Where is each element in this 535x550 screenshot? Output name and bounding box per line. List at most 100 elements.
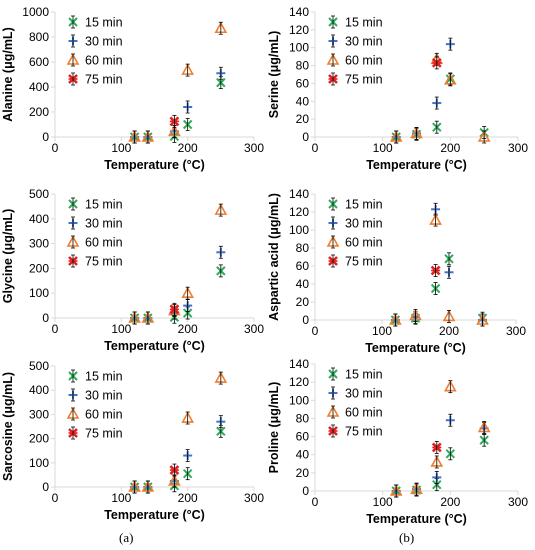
data-point-60-min xyxy=(168,474,181,488)
legend-label-75-min: 75 min xyxy=(85,427,123,441)
legend-marker-30-min xyxy=(68,34,78,48)
x-axis-label: Temperature (°C) xyxy=(104,339,205,353)
y-tick-label: 60 xyxy=(296,259,310,273)
data-point-60-min xyxy=(430,455,444,469)
x-tick-label: 100 xyxy=(373,141,393,155)
figure-label-b: (b) xyxy=(399,530,415,545)
x-tick-label: 200 xyxy=(440,495,460,509)
y-tick-label: 0 xyxy=(42,130,49,144)
legend-marker-30-min xyxy=(328,386,338,400)
chart-svg: 0 100 200 300 0 200 400 600 800 1000 Temperature (… xyxy=(1,5,264,172)
legend-label-15-min: 15 min xyxy=(345,198,383,212)
x-axis-label: Temperature (°C) xyxy=(366,158,467,172)
data-point-30-min xyxy=(183,299,193,313)
y-tick-label: 100 xyxy=(29,286,49,300)
legend-label-30-min: 30 min xyxy=(345,217,383,231)
glycine-chart: 0 100 200 300 0 100 200 300 400 500 Temperature (°… xyxy=(0,182,267,362)
legend-marker-30-min xyxy=(328,216,338,230)
data-point-60-min xyxy=(128,311,141,325)
data-point-60-min xyxy=(141,480,155,494)
legend-marker-15-min xyxy=(68,15,78,29)
y-tick-label: 0 xyxy=(42,480,49,494)
data-point-75-min xyxy=(169,114,180,128)
data-point-60-min xyxy=(443,380,457,394)
legend-marker-15-min xyxy=(328,367,338,381)
legend-label-15-min: 15 min xyxy=(345,16,383,30)
data-point-15-min xyxy=(445,447,456,461)
legend-marker-15-min xyxy=(328,197,338,211)
alanine-chart: 0 100 200 300 0 200 400 600 800 1000 Temperature (… xyxy=(0,0,267,180)
legend-marker-15-min xyxy=(68,197,78,211)
legend-marker-60-min xyxy=(326,53,340,67)
legend-marker-60-min xyxy=(66,407,80,421)
legend-marker-75-min xyxy=(328,72,338,86)
x-axis-label: Temperature (°C) xyxy=(366,512,467,526)
y-tick-label: 40 xyxy=(296,94,310,108)
y-tick-label: 0 xyxy=(302,130,309,144)
y-tick-label: 400 xyxy=(29,212,49,226)
legend-marker-60-min xyxy=(326,235,340,249)
x-tick-label: 0 xyxy=(312,141,319,155)
x-tick-label: 300 xyxy=(508,495,528,509)
y-tick-label: 80 xyxy=(296,241,310,255)
data-point-60-min xyxy=(214,21,228,35)
data-point-60-min xyxy=(128,480,141,494)
x-axis-label: Temperature (°C) xyxy=(365,341,466,355)
y-tick-label: 140 xyxy=(289,5,309,19)
legend-label-75-min: 75 min xyxy=(345,255,383,269)
y-tick-label: 0 xyxy=(302,484,309,498)
data-point-60-min xyxy=(141,130,155,144)
legend-label-30-min: 30 min xyxy=(85,389,123,403)
chart-svg: 0 100 200 300 0 100 200 300 400 500 Temperature (°… xyxy=(1,359,264,522)
x-tick-label: 300 xyxy=(244,322,264,336)
x-tick-label: 300 xyxy=(244,491,264,505)
data-point-30-min xyxy=(216,245,226,259)
y-tick-label: 20 xyxy=(296,295,310,309)
y-tick-label: 100 xyxy=(289,223,309,237)
legend-label-60-min: 60 min xyxy=(85,54,123,68)
legend-label-15-min: 15 min xyxy=(85,16,123,30)
legend-label-30-min: 30 min xyxy=(345,35,383,49)
legend-marker-60-min xyxy=(66,235,80,249)
x-tick-label: 100 xyxy=(373,495,393,509)
y-tick-label: 0 xyxy=(42,311,49,325)
legend-marker-30-min xyxy=(68,388,78,402)
data-point-30-min xyxy=(183,100,193,114)
data-point-60-min xyxy=(389,484,403,498)
legend-marker-60-min xyxy=(326,405,340,419)
data-point-15-min xyxy=(479,433,489,447)
data-point-15-min xyxy=(430,282,441,295)
legend-label-60-min: 60 min xyxy=(345,236,383,250)
y-tick-label: 100 xyxy=(289,393,309,407)
data-point-60-min xyxy=(389,313,402,327)
y-axis-label: Aspartic acid (μg/mL) xyxy=(267,193,281,321)
data-point-15-min xyxy=(216,76,226,90)
y-tick-label: 100 xyxy=(29,456,49,470)
data-point-30-min xyxy=(432,96,442,110)
legend-label-60-min: 60 min xyxy=(85,236,123,250)
legend-label-60-min: 60 min xyxy=(345,54,383,68)
y-tick-label: 120 xyxy=(289,375,309,389)
data-point-15-min xyxy=(432,478,442,492)
data-point-30-min xyxy=(445,413,455,427)
y-tick-label: 500 xyxy=(29,359,49,373)
data-point-30-min xyxy=(216,66,226,80)
sarcosine-chart: 0 100 200 300 0 100 200 300 400 500 Temperature (°… xyxy=(0,352,267,532)
legend-marker-75-min xyxy=(328,254,338,268)
data-point-60-min xyxy=(181,63,195,77)
data-point-75-min xyxy=(431,56,442,70)
data-point-15-min xyxy=(216,264,226,278)
x-tick-label: 200 xyxy=(178,322,198,336)
data-point-60-min xyxy=(410,126,423,140)
x-tick-label: 0 xyxy=(312,495,319,509)
y-tick-label: 1000 xyxy=(22,5,49,19)
data-point-60-min xyxy=(477,420,491,434)
y-axis-label: Alanine (μg/mL) xyxy=(1,27,15,121)
data-point-30-min xyxy=(216,415,226,429)
legend-marker-30-min xyxy=(68,216,78,230)
y-axis-label: Serine (μg/mL) xyxy=(267,31,281,119)
y-tick-label: 300 xyxy=(29,237,49,251)
aspartic-acid-chart: 0 100 200 300 0 20 40 60 80 100 120 140 Temperature … xyxy=(267,182,535,362)
x-tick-label: 200 xyxy=(178,141,198,155)
